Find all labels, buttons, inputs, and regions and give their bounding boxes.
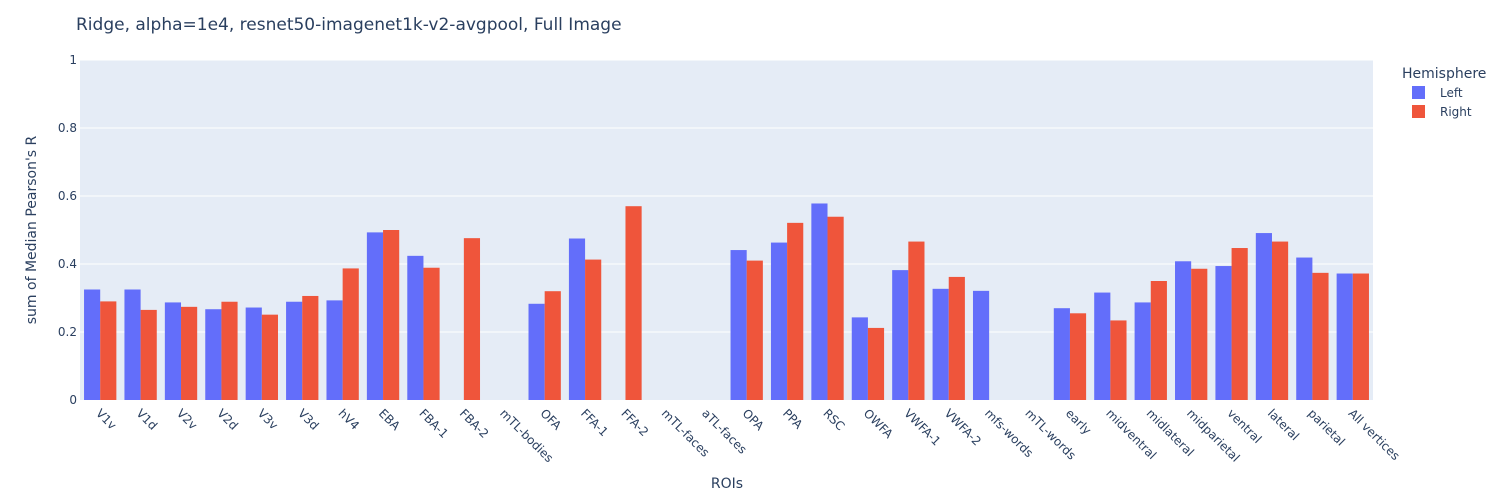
bar-left-v2v[interactable] bbox=[164, 302, 182, 400]
bar-left-eba[interactable] bbox=[366, 232, 384, 400]
x-tick-label: V3d bbox=[295, 406, 321, 432]
x-tick-label: VWFA-2 bbox=[942, 406, 984, 448]
x-tick-label: RSC bbox=[820, 406, 847, 433]
bar-right-early[interactable] bbox=[1069, 313, 1087, 400]
bar-right-ppa[interactable] bbox=[787, 222, 804, 400]
bar-left-vwfa-2[interactable] bbox=[932, 288, 949, 400]
y-tick-label: 0.8 bbox=[58, 121, 77, 135]
y-tick-label: 0.6 bbox=[58, 189, 77, 203]
y-tick-label: 0.4 bbox=[58, 257, 77, 271]
x-tick-label: OWFA bbox=[861, 406, 896, 441]
bar-left-rsc[interactable] bbox=[811, 203, 828, 400]
x-tick-label: OFA bbox=[538, 406, 565, 433]
x-tick-label: EBA bbox=[376, 406, 403, 433]
x-tick-label: parietal bbox=[1305, 406, 1347, 448]
y-axis-ticks: 0 0.2 0.4 0.6 0.8 1 bbox=[58, 53, 77, 407]
x-tick-label: lateral bbox=[1265, 406, 1302, 443]
bar-left-ofa[interactable] bbox=[528, 303, 545, 400]
bar-left-lateral[interactable] bbox=[1255, 233, 1272, 400]
x-tick-label: V1d bbox=[133, 406, 159, 432]
bar-right-parietal[interactable] bbox=[1312, 272, 1329, 400]
bar-left-opa[interactable] bbox=[730, 250, 747, 400]
bar-left-early[interactable] bbox=[1053, 308, 1070, 400]
bar-right-opa[interactable] bbox=[746, 260, 763, 400]
bar-left-hv4[interactable] bbox=[326, 300, 343, 400]
bar-left-v1d[interactable] bbox=[124, 289, 141, 401]
legend-label-left[interactable]: Left bbox=[1440, 86, 1463, 100]
bar-right-v1d[interactable] bbox=[140, 309, 157, 400]
x-tick-label: OPA bbox=[740, 406, 768, 434]
bar-left-parietal[interactable] bbox=[1296, 257, 1313, 400]
bar-left-v1v[interactable] bbox=[84, 289, 101, 401]
bar-right-ffa-2[interactable] bbox=[625, 206, 642, 400]
bar-left-ffa-1[interactable] bbox=[568, 238, 586, 401]
x-tick-label: PPA bbox=[780, 406, 806, 432]
bar-left-fba-1[interactable] bbox=[407, 255, 424, 400]
x-tick-label: V2d bbox=[214, 406, 240, 432]
chart-title: Ridge, alpha=1e4, resnet50-imagenet1k-v2… bbox=[76, 15, 622, 35]
legend-label-right[interactable]: Right bbox=[1440, 105, 1472, 119]
x-axis-title: ROIs bbox=[711, 476, 743, 492]
bar-right-midventral[interactable] bbox=[1110, 320, 1127, 400]
bar-left-all-vertices[interactable] bbox=[1336, 273, 1353, 400]
bar-right-fba-2[interactable] bbox=[463, 238, 481, 400]
bar-left-ppa[interactable] bbox=[770, 242, 788, 400]
bar-left-owfa[interactable] bbox=[851, 317, 868, 400]
x-tick-label: hV4 bbox=[336, 406, 362, 432]
bar-right-v1v[interactable] bbox=[100, 301, 117, 400]
bar-right-ventral[interactable] bbox=[1231, 248, 1248, 400]
legend-title: Hemisphere bbox=[1402, 66, 1486, 82]
x-axis-ticks: V1v V1d V2v V2d V3v V3d hV4 EBA FBA-1 FBA-2 mTL-bo… bbox=[93, 406, 1402, 465]
x-tick-label: FFA-1 bbox=[578, 406, 611, 439]
x-tick-label: V1v bbox=[93, 406, 119, 432]
bar-left-v2d[interactable] bbox=[205, 309, 222, 400]
bar-right-vwfa-2[interactable] bbox=[948, 276, 965, 400]
y-tick-label: 0.2 bbox=[58, 325, 77, 339]
legend-swatch-left[interactable] bbox=[1412, 86, 1425, 99]
bar-left-midlateral[interactable] bbox=[1134, 302, 1151, 400]
bar-right-rsc[interactable] bbox=[827, 216, 844, 400]
legend: Hemisphere Left Right bbox=[1402, 66, 1486, 119]
bar-left-midventral[interactable] bbox=[1094, 292, 1111, 400]
bar-left-v3d[interactable] bbox=[286, 301, 303, 400]
bar-right-v3d[interactable] bbox=[302, 295, 319, 400]
x-tick-label: FBA-2 bbox=[457, 406, 492, 441]
bar-right-all-vertices[interactable] bbox=[1352, 273, 1369, 400]
x-tick-label: V2v bbox=[174, 406, 200, 432]
bar-left-mfs-words[interactable] bbox=[972, 290, 990, 400]
y-tick-label: 1 bbox=[69, 53, 77, 67]
bars bbox=[84, 203, 1369, 400]
x-tick-label: early bbox=[1063, 406, 1094, 437]
bar-right-v2v[interactable] bbox=[181, 306, 198, 400]
x-tick-label: All vertices bbox=[1346, 406, 1403, 463]
bar-right-ofa[interactable] bbox=[544, 291, 561, 400]
bar-left-midparietal[interactable] bbox=[1175, 261, 1192, 400]
bar-right-lateral[interactable] bbox=[1271, 241, 1289, 400]
bar-left-vwfa-1[interactable] bbox=[892, 270, 909, 400]
y-axis-title: sum of Median Pearson's R bbox=[24, 135, 40, 324]
x-tick-label: FBA-1 bbox=[416, 406, 451, 441]
bar-left-v3v[interactable] bbox=[245, 307, 262, 400]
bar-right-fba-1[interactable] bbox=[423, 267, 440, 400]
bar-left-ventral[interactable] bbox=[1215, 266, 1232, 400]
bar-right-owfa[interactable] bbox=[867, 327, 885, 400]
bar-right-midparietal[interactable] bbox=[1191, 268, 1208, 400]
y-tick-label: 0 bbox=[69, 393, 77, 407]
bar-right-midlateral[interactable] bbox=[1150, 281, 1167, 400]
legend-swatch-right[interactable] bbox=[1412, 105, 1425, 118]
bar-right-v2d[interactable] bbox=[221, 301, 238, 400]
bar-right-v3v[interactable] bbox=[261, 314, 278, 400]
bar-right-eba[interactable] bbox=[383, 230, 400, 400]
x-tick-label: V3v bbox=[255, 406, 281, 432]
bar-right-vwfa-1[interactable] bbox=[908, 241, 925, 400]
x-tick-label: FFA-2 bbox=[618, 406, 651, 439]
x-tick-label: ventral bbox=[1224, 406, 1264, 446]
bar-right-hv4[interactable] bbox=[342, 268, 359, 400]
bar-right-ffa-1[interactable] bbox=[585, 259, 602, 400]
x-tick-label: VWFA-1 bbox=[901, 406, 943, 448]
